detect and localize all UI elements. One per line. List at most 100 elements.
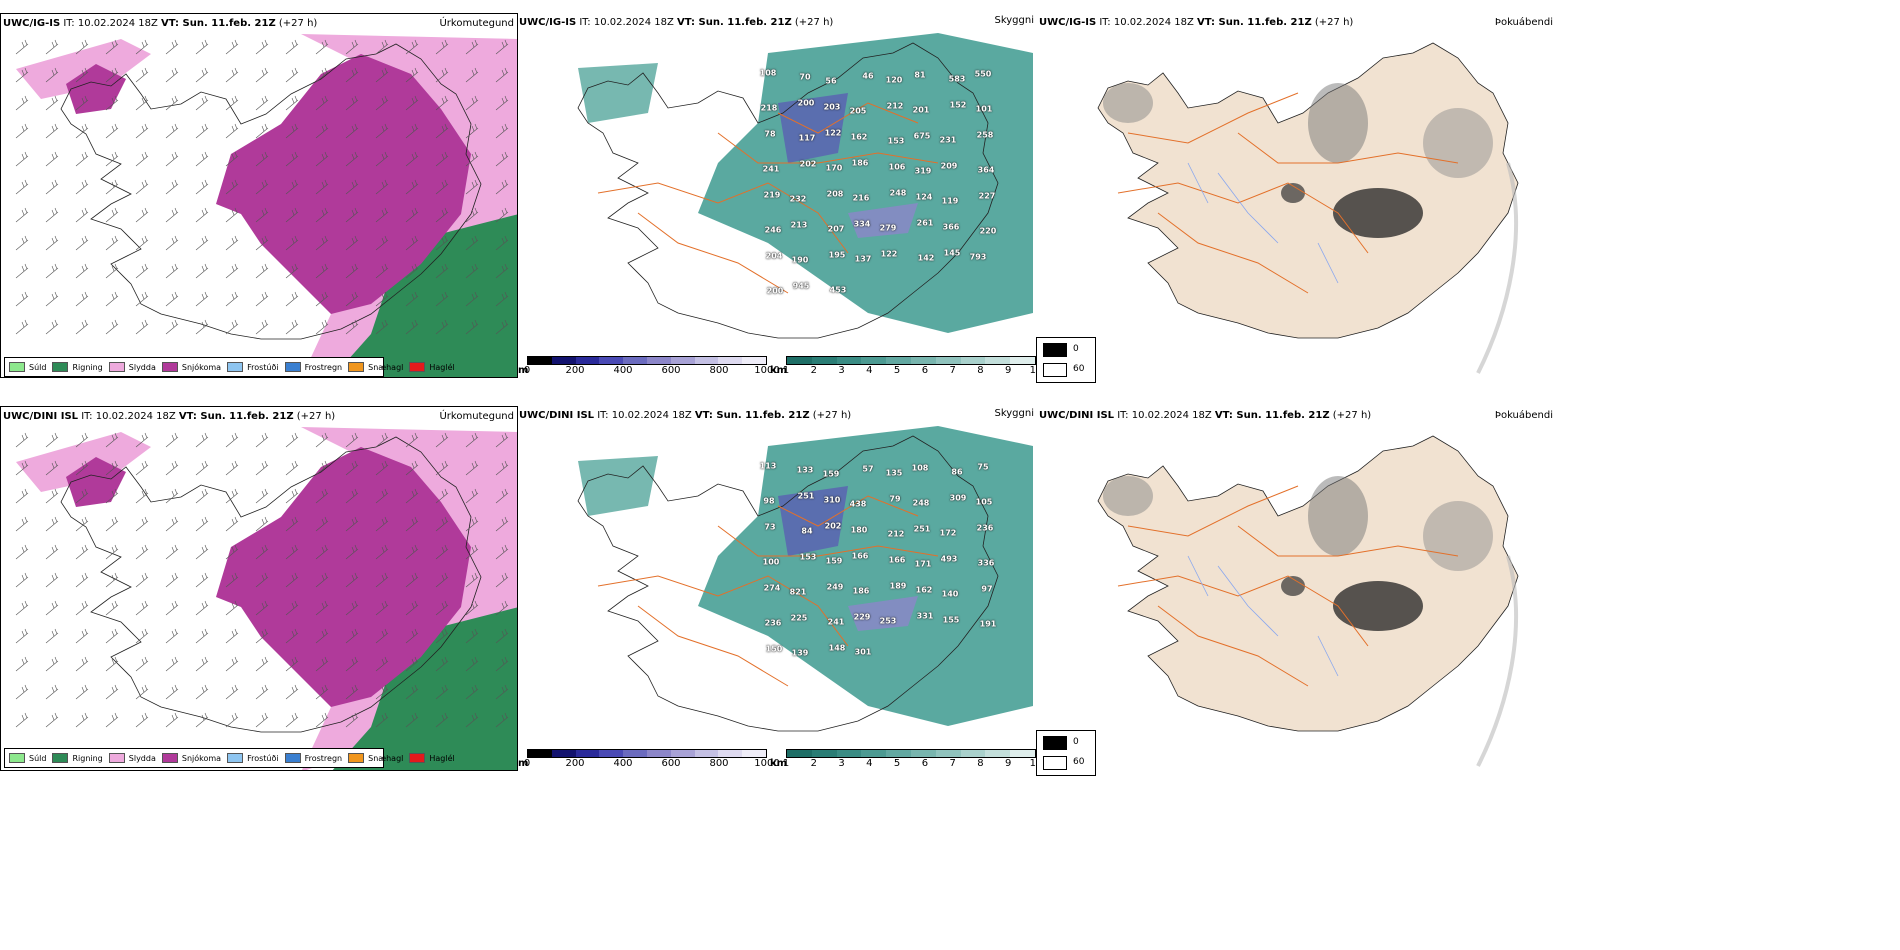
wind-barb bbox=[195, 207, 209, 223]
visibility-value-label: 203 bbox=[823, 102, 841, 112]
visibility-value-label: 70 bbox=[799, 72, 811, 82]
wind-barb bbox=[75, 432, 89, 448]
wind-barb bbox=[15, 67, 29, 83]
visibility-value-label: 120 bbox=[885, 75, 903, 85]
visibility-value-label: 201 bbox=[912, 105, 930, 115]
visibility-value-label: 212 bbox=[887, 529, 905, 539]
legend-label: Snjókoma bbox=[181, 362, 222, 372]
visibility-value-label: 122 bbox=[880, 249, 898, 259]
wind-barb bbox=[195, 712, 209, 728]
wind-barb bbox=[405, 684, 419, 700]
wind-barb bbox=[405, 179, 419, 195]
colorbar-tick-label: 1 bbox=[782, 758, 790, 769]
wind-barb bbox=[15, 628, 29, 644]
wind-barb bbox=[375, 460, 389, 476]
colorbar-tick-label: 7 bbox=[949, 365, 956, 376]
wind-barb bbox=[465, 151, 479, 167]
visibility-value-label: 246 bbox=[764, 225, 782, 235]
wind-barb bbox=[105, 207, 119, 223]
colorbar-tick-label: 800 bbox=[709, 365, 729, 376]
wind-barb bbox=[135, 516, 149, 532]
wind-barb bbox=[435, 179, 449, 195]
wind-barb bbox=[225, 291, 239, 307]
wind-barb bbox=[345, 684, 359, 700]
wind-barb bbox=[465, 656, 479, 672]
visibility-value-label: 232 bbox=[789, 194, 807, 204]
wind-barb bbox=[75, 488, 89, 504]
visibility-value-label: 166 bbox=[851, 551, 869, 561]
wind-barb bbox=[225, 235, 239, 251]
wind-barb bbox=[375, 95, 389, 111]
colorbar-segment bbox=[910, 750, 936, 757]
visibility-value-label: 106 bbox=[888, 162, 906, 172]
visibility-value-label: 331 bbox=[916, 611, 934, 621]
wind-barb bbox=[195, 235, 209, 251]
elevation-colorbar bbox=[527, 356, 767, 365]
map-header: UWC/DINI ISL IT: 10.02.2024 18Z VT: Sun.… bbox=[3, 411, 336, 422]
wind-barb bbox=[75, 235, 89, 251]
wind-barb bbox=[285, 488, 299, 504]
wind-barb bbox=[255, 684, 269, 700]
wind-barb bbox=[15, 460, 29, 476]
visibility-value-label: 172 bbox=[939, 528, 957, 538]
fog-area bbox=[1423, 108, 1493, 178]
wind-barb bbox=[105, 432, 119, 448]
wind-barb bbox=[255, 263, 269, 279]
wind-barb bbox=[375, 123, 389, 139]
wind-barb bbox=[105, 319, 119, 335]
colorbar-segment bbox=[985, 750, 1011, 757]
wind-barb bbox=[195, 263, 209, 279]
legend-label: Súld bbox=[29, 362, 47, 372]
colorbar-segment bbox=[646, 357, 671, 364]
snow-area-nw bbox=[66, 457, 126, 507]
legend-label: Súld bbox=[29, 753, 47, 763]
wind-barb bbox=[345, 628, 359, 644]
wind-barb bbox=[405, 123, 419, 139]
wind-barb bbox=[495, 95, 509, 111]
wind-barb bbox=[465, 460, 479, 476]
wind-barb bbox=[105, 600, 119, 616]
visibility-value-label: 113 bbox=[759, 461, 777, 471]
colorbar-tick-label: 6 bbox=[921, 365, 929, 376]
wind-barb bbox=[225, 460, 239, 476]
wind-barb bbox=[465, 39, 479, 55]
wind-barb bbox=[315, 291, 329, 307]
visibility-unit: km bbox=[770, 758, 788, 769]
fog-area bbox=[1423, 501, 1493, 571]
wind-barb bbox=[405, 544, 419, 560]
legend-item: Snæhagl bbox=[348, 753, 403, 763]
visibility-value-label: 148 bbox=[828, 643, 846, 653]
wind-barb bbox=[495, 432, 509, 448]
wind-barb bbox=[315, 319, 329, 335]
wind-barb bbox=[135, 712, 149, 728]
wind-barb bbox=[495, 544, 509, 560]
wind-barb bbox=[285, 179, 299, 195]
wind-barb bbox=[465, 684, 479, 700]
wind-barb bbox=[195, 123, 209, 139]
wind-barb bbox=[405, 319, 419, 335]
colorbar-segment bbox=[742, 357, 766, 364]
wind-barb bbox=[15, 123, 29, 139]
visibility-value-label: 171 bbox=[914, 559, 932, 569]
colorbar-segment bbox=[551, 357, 576, 364]
wind-barb bbox=[225, 544, 239, 560]
wind-barb bbox=[45, 712, 59, 728]
elevation-colorbar-ticks: 0 200 400 600 800 1000 bbox=[524, 758, 780, 770]
wind-barb bbox=[495, 151, 509, 167]
fog-index-legend: 0 60 bbox=[1036, 730, 1096, 776]
wind-barb bbox=[495, 235, 509, 251]
wind-barb bbox=[255, 123, 269, 139]
wind-barb bbox=[45, 488, 59, 504]
wind-barb bbox=[165, 39, 179, 55]
wind-barb bbox=[375, 488, 389, 504]
wind-barb bbox=[435, 460, 449, 476]
visibility-value-label: 261 bbox=[916, 218, 934, 228]
visibility-value-label: 153 bbox=[799, 552, 817, 562]
legend-swatch bbox=[9, 362, 25, 372]
wind-barb bbox=[405, 67, 419, 83]
wind-barb bbox=[165, 488, 179, 504]
wind-barb bbox=[315, 123, 329, 139]
visibility-value-label: 945 bbox=[792, 281, 810, 291]
wind-barb bbox=[105, 179, 119, 195]
colorbar-segment bbox=[935, 357, 961, 364]
